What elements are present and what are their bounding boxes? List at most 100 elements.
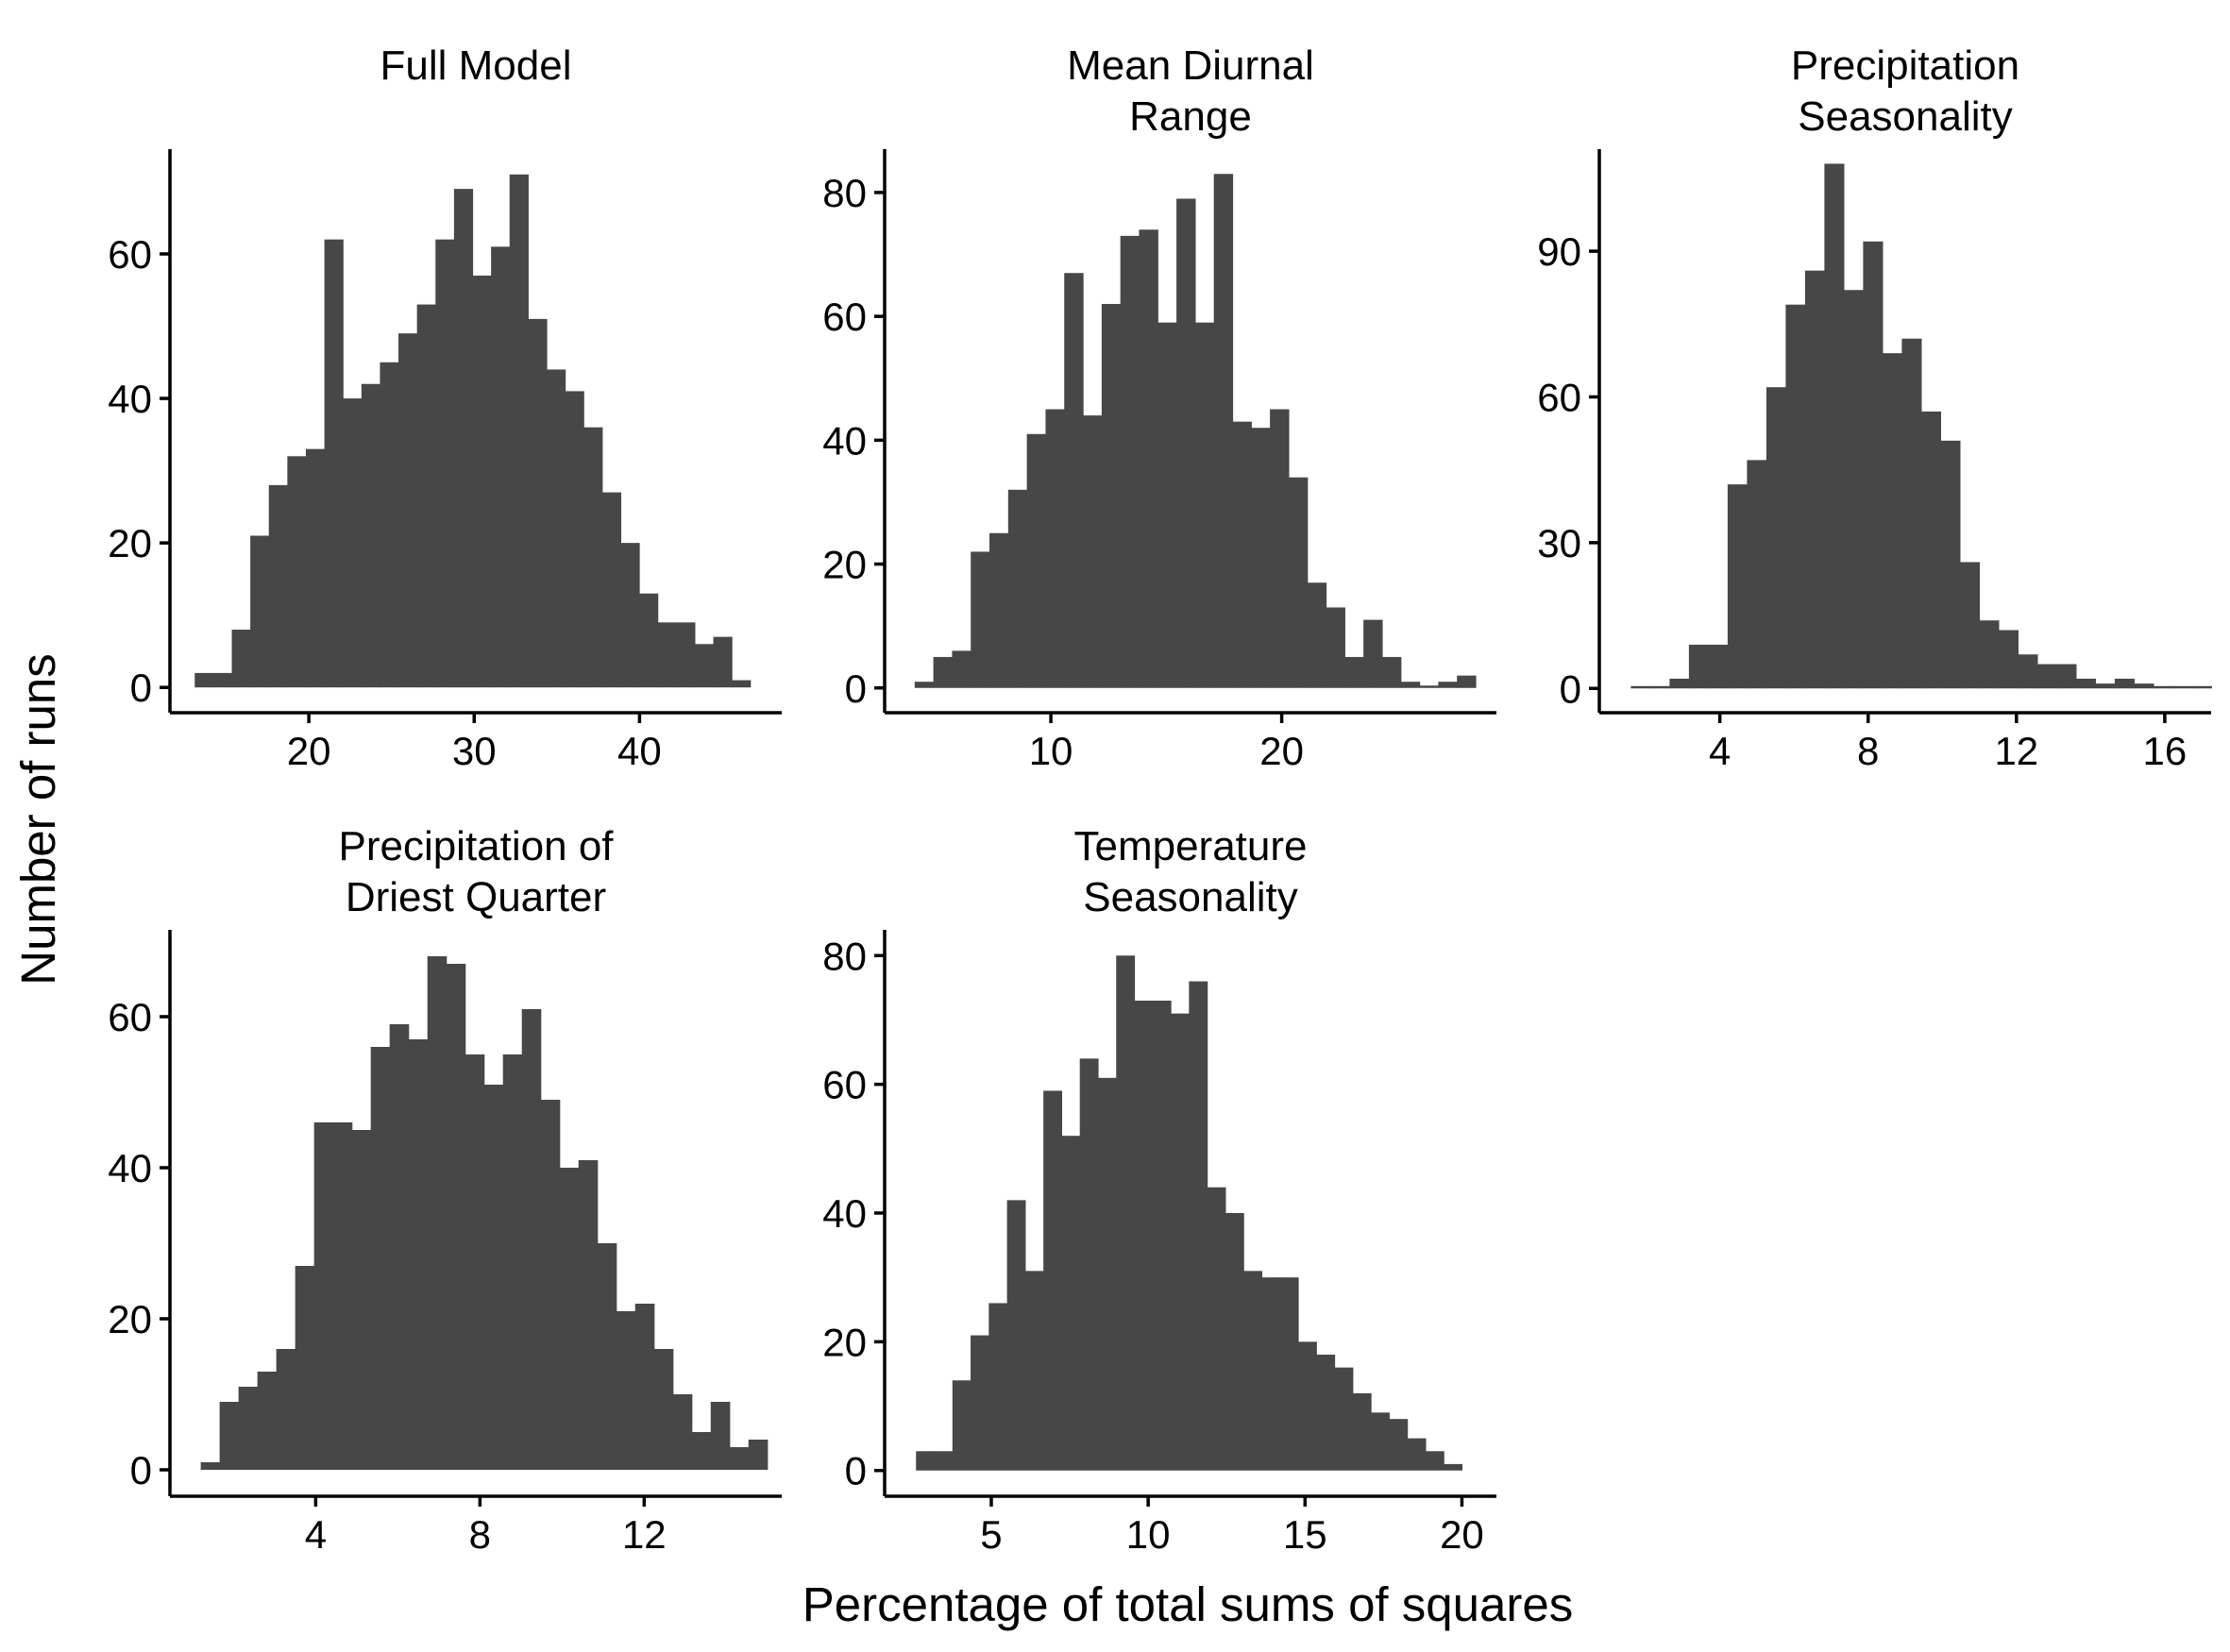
- x-tick-label: 5: [980, 1512, 1002, 1557]
- histogram-bar: [1901, 338, 1922, 689]
- histogram-panel: Temperature Seasonality 0 20 40 60 80 5 10 15 20: [822, 823, 1496, 1557]
- histogram-bar: [268, 484, 288, 688]
- histogram-bar: [2172, 685, 2193, 689]
- histogram-bar: [1261, 1277, 1281, 1471]
- histogram-bar: [1316, 1355, 1336, 1471]
- histogram-bar: [1326, 607, 1345, 688]
- histogram-bar: [1979, 620, 2000, 689]
- panel-title: Seasonality: [1798, 93, 2012, 140]
- panel-title: Full Model: [380, 42, 572, 89]
- x-axis-title: Percentage of total sums of squares: [802, 1577, 1573, 1631]
- histogram-bar: [200, 1462, 221, 1470]
- y-tick-label: 20: [108, 1297, 152, 1341]
- histogram-bar: [1381, 656, 1402, 688]
- histogram-bar: [1998, 630, 2019, 689]
- histogram-bar: [1363, 619, 1383, 688]
- histogram-bar: [295, 1266, 315, 1470]
- y-tick-label: 80: [822, 934, 867, 978]
- histogram-bar: [276, 1349, 296, 1470]
- histogram-bar: [583, 427, 603, 688]
- histogram-bar: [2191, 685, 2212, 689]
- histogram-bar: [305, 448, 326, 688]
- y-tick-label: 0: [130, 666, 152, 710]
- histogram-bar: [1297, 1341, 1317, 1471]
- histogram-bar: [1400, 682, 1421, 688]
- x-tick-label: 8: [1857, 729, 1879, 773]
- histogram-bar: [1444, 1463, 1463, 1471]
- histogram-bar: [250, 535, 270, 688]
- histogram-bar: [653, 1349, 674, 1470]
- histogram-bar: [1007, 489, 1028, 688]
- histogram-bar: [1307, 582, 1327, 688]
- histogram-bar: [408, 1039, 429, 1470]
- histogram-bar: [1389, 1419, 1409, 1471]
- histogram-bar: [1083, 415, 1103, 688]
- x-tick-label: 20: [287, 729, 331, 773]
- histogram-bar: [2134, 683, 2154, 689]
- histogram-bar: [1176, 198, 1196, 688]
- histogram-bar: [597, 1243, 617, 1470]
- x-tick-label: 40: [617, 729, 662, 773]
- histogram-bar: [1213, 174, 1234, 688]
- histogram-bar: [1152, 1001, 1172, 1471]
- y-tick-label: 80: [822, 171, 867, 215]
- y-tick-label: 60: [1537, 375, 1581, 419]
- histogram-bar: [2153, 685, 2173, 689]
- panel-title: Precipitation: [1791, 42, 2019, 89]
- x-tick-label: 30: [452, 729, 497, 773]
- histogram-bar: [238, 1387, 259, 1470]
- histogram-bar: [435, 239, 455, 688]
- histogram-bar: [427, 956, 448, 1470]
- histogram-bar: [332, 1122, 353, 1470]
- histogram-bar: [1139, 229, 1158, 688]
- histogram-bar: [540, 1100, 561, 1470]
- histogram-bar: [1882, 353, 1902, 689]
- histogram-bar: [916, 1451, 936, 1471]
- histogram-bar: [1630, 685, 1651, 689]
- histogram-bar: [287, 456, 307, 688]
- y-tick-label: 60: [822, 1063, 867, 1107]
- histogram-bar: [971, 551, 990, 688]
- y-tick-label: 20: [822, 543, 867, 587]
- histogram-bar: [710, 1402, 731, 1470]
- histogram-bar: [1334, 1367, 1354, 1471]
- histogram-bar: [1026, 433, 1047, 688]
- histogram-bar: [1371, 1412, 1390, 1471]
- histogram-bar: [1688, 644, 1709, 689]
- x-tick-label: 16: [2143, 729, 2188, 773]
- histogram-bar: [446, 964, 466, 1470]
- histogram-bar: [398, 333, 418, 688]
- histogram-bar: [1045, 409, 1065, 688]
- histogram-bar: [324, 239, 344, 688]
- histogram-bar: [1024, 1271, 1044, 1471]
- histogram-bar: [914, 682, 935, 688]
- histogram-bar: [1189, 981, 1208, 1471]
- histogram-bar: [465, 1054, 485, 1470]
- x-tick-label: 12: [1994, 729, 2038, 773]
- histogram-bar: [1120, 235, 1140, 688]
- histogram-bar: [1708, 644, 1729, 689]
- histogram-bar: [528, 318, 548, 688]
- histogram-bar: [971, 1335, 989, 1471]
- histogram-bar: [1352, 1392, 1372, 1471]
- x-tick-label: 10: [1029, 729, 1073, 773]
- histogram-bar: [1207, 1187, 1226, 1471]
- histogram-bar: [483, 1085, 504, 1470]
- histogram-bar: [1727, 484, 1748, 689]
- histogram-bar: [1079, 1058, 1099, 1471]
- histogram-panel: Full Model 0 20 40 60 20 30 40: [108, 42, 782, 773]
- x-tick-label: 8: [469, 1512, 491, 1557]
- histogram-bar: [639, 593, 659, 688]
- histogram-bar: [1669, 678, 1690, 689]
- histogram-bar: [231, 629, 251, 688]
- histogram-bar: [380, 362, 399, 688]
- x-tick-label: 10: [1126, 1512, 1171, 1557]
- histogram-bar: [1064, 273, 1084, 688]
- histogram-bar: [2036, 664, 2057, 689]
- histogram-bar: [729, 1447, 750, 1470]
- histogram-bar: [565, 391, 584, 688]
- x-tick-label: 20: [1440, 1512, 1484, 1557]
- histogram-bar: [370, 1047, 391, 1470]
- histogram-bar: [620, 543, 640, 688]
